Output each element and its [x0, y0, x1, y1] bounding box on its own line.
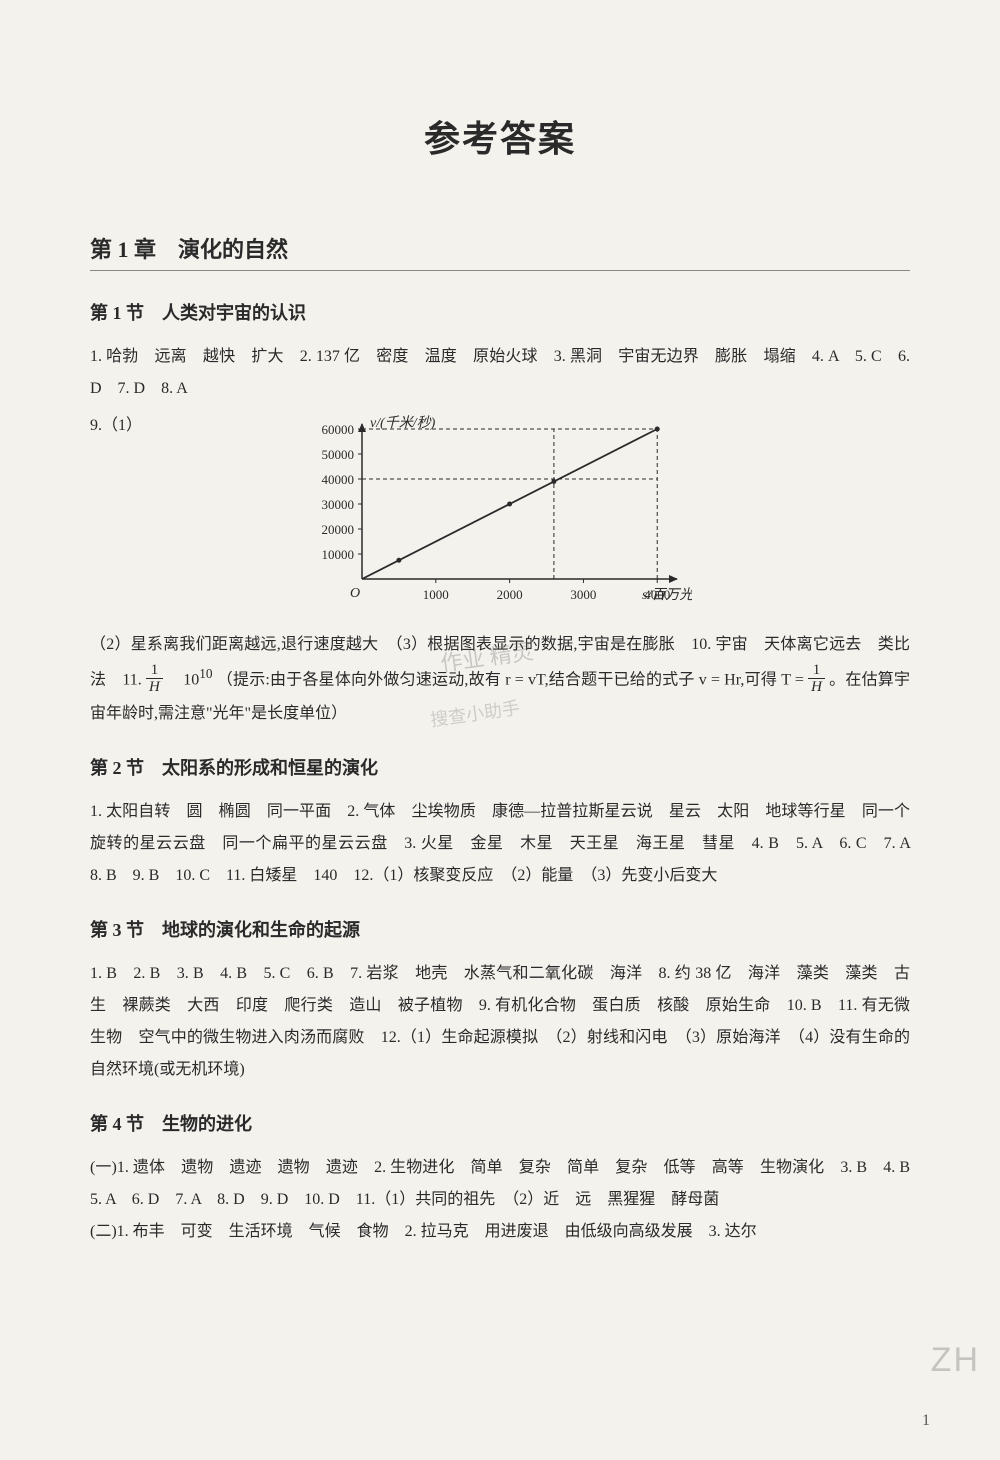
svg-text:s/百万光年: s/百万光年 [642, 587, 692, 603]
fraction-2: 1H [808, 662, 825, 696]
section-1-text-before: 1. 哈勃 远离 越快 扩大 2. 137 亿 密度 温度 原始火球 3. 黑洞… [90, 341, 910, 405]
svg-text:20000: 20000 [322, 522, 355, 537]
svg-text:50000: 50000 [322, 447, 355, 462]
q9-label: 9.（1） [90, 409, 142, 435]
svg-text:O: O [350, 586, 360, 601]
section-1-heading: 第 1 节 人类对宇宙的认识 [90, 299, 910, 325]
svg-text:2000: 2000 [497, 587, 523, 602]
svg-text:v/(千米/秒): v/(千米/秒) [370, 415, 436, 431]
svg-text:1000: 1000 [423, 587, 449, 602]
s1-c: （提示:由于各星体向外做匀速运动,故有 r = vT,结合题干已给的式子 v =… [217, 671, 808, 688]
section-4-text: (一)1. 遗体 遗物 遗迹 遗物 遗迹 2. 生物进化 简单 复杂 简单 复杂… [90, 1152, 910, 1248]
chart-container: 10000 20000 30000 40000 50000 60000 1000 2000 30… [292, 409, 692, 619]
page-number: 1 [922, 1412, 930, 1430]
svg-text:40000: 40000 [322, 472, 355, 487]
section-2-text: 1. 太阳自转 圆 椭圆 同一平面 2. 气体 尘埃物质 康德—拉普拉斯星云说 … [90, 796, 910, 892]
page-title: 参考答案 [90, 110, 910, 162]
corner-mark: ZH [931, 1341, 980, 1380]
section-2-heading: 第 2 节 太阳系的形成和恒星的演化 [90, 754, 910, 780]
q9-chart-row: 9.（1） 1000020000300004000050000600001000… [90, 409, 910, 619]
section-3-heading: 第 3 节 地球的演化和生命的起源 [90, 916, 910, 942]
section-1-text-after: （2）星系离我们距离越远,退行速度越大 （3）根据图表显示的数据,宇宙是在膨胀 … [90, 629, 910, 730]
svg-text:3000: 3000 [570, 587, 596, 602]
svg-text:30000: 30000 [322, 497, 355, 512]
s1-b: 10 [167, 671, 199, 688]
fraction-1: 1H [146, 662, 163, 696]
svg-text:10000: 10000 [322, 547, 355, 562]
svg-text:60000: 60000 [322, 422, 355, 437]
sup-10: 10 [199, 666, 212, 681]
chapter-heading: 第 1 章 演化的自然 [90, 232, 910, 271]
section-4-heading: 第 4 节 生物的进化 [90, 1110, 910, 1136]
section-3-text: 1. B 2. B 3. B 4. B 5. C 6. B 7. 岩浆 地壳 水… [90, 958, 910, 1086]
velocity-chart: 10000 20000 30000 40000 50000 60000 1000 2000 30… [292, 409, 692, 619]
